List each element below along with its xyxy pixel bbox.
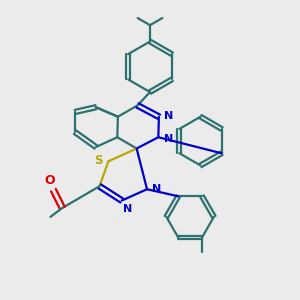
Text: N: N bbox=[164, 111, 173, 121]
Text: N: N bbox=[152, 184, 162, 194]
Text: S: S bbox=[94, 154, 103, 167]
Text: N: N bbox=[123, 204, 133, 214]
Text: O: O bbox=[44, 174, 55, 187]
Text: N: N bbox=[164, 134, 173, 144]
